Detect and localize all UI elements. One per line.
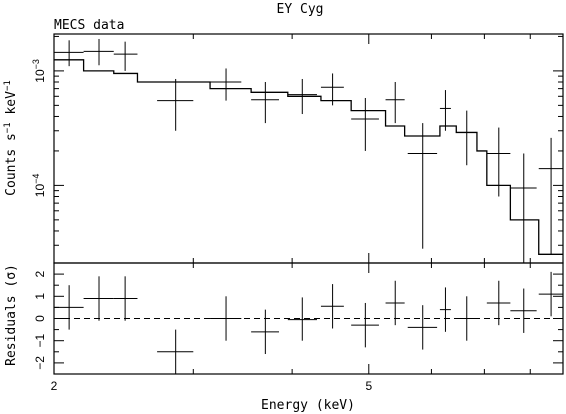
tick-exponent: −3 (31, 59, 41, 69)
chart-title: EY Cyg (277, 2, 324, 17)
model-step-line (54, 59, 563, 255)
tick-base: 10 (33, 69, 47, 83)
data-point (385, 81, 405, 124)
data-point (510, 153, 537, 263)
data-point (54, 40, 84, 67)
data-point (251, 81, 279, 124)
residual-point (157, 329, 194, 374)
residual-point (351, 302, 379, 348)
spectrum-y-axis-label: Counts s−1 keV−1 (3, 80, 19, 196)
tick-base: 10 (33, 184, 47, 198)
residuals-y-tick-label: 0 (33, 315, 47, 322)
residuals-y-tick-label: 1 (33, 293, 47, 300)
data-point (210, 68, 242, 101)
y-label-main: Counts s (4, 133, 19, 196)
residuals-y-axis-label: Residuals (σ) (4, 264, 19, 366)
residuals-y-tick-label: −1 (33, 334, 47, 348)
y-label-mid: keV (4, 91, 19, 122)
residual-point (83, 276, 114, 321)
data-point (157, 78, 194, 131)
y-label-sup-2: −1 (3, 80, 13, 91)
data-point (83, 38, 114, 66)
data-point (486, 127, 511, 197)
residual-point (251, 309, 279, 355)
spectrum-frame (53, 33, 564, 264)
residual-point (456, 296, 477, 341)
spectrum-y-tick-label: 10−4 (31, 174, 47, 198)
residual-point (320, 284, 344, 329)
residual-point (287, 297, 317, 341)
residual-point (486, 280, 511, 326)
spectrum-y-tick-label: 10−3 (31, 59, 47, 83)
residual-point (113, 276, 138, 321)
x-tick-label: 5 (365, 379, 372, 393)
y-label-sup-1: −1 (3, 122, 13, 133)
spectrum-panel: 10−310−4 (31, 33, 564, 264)
data-point (407, 123, 438, 249)
residuals-y-tick-label: 2 (33, 270, 47, 277)
residual-point (510, 288, 537, 333)
residual-point (407, 305, 438, 350)
data-annotation: MECS data (54, 18, 124, 33)
data-point (320, 73, 344, 106)
residual-point (439, 287, 451, 332)
data-point (287, 78, 317, 115)
residuals-y-tick-label: −2 (33, 356, 47, 370)
x-tick-label: 2 (51, 379, 58, 393)
data-point (113, 41, 138, 71)
residual-point (538, 271, 563, 317)
residuals-panel: 2 5 −2 −1 0 1 2 (33, 262, 564, 393)
data-point (456, 110, 477, 166)
data-point (439, 90, 451, 131)
x-axis-label: Energy (keV) (261, 398, 355, 413)
tick-exponent: −4 (31, 174, 41, 184)
residual-point (210, 296, 242, 341)
residual-point (385, 280, 405, 326)
data-point (538, 137, 563, 255)
data-point (351, 97, 379, 151)
residual-point (54, 285, 84, 330)
